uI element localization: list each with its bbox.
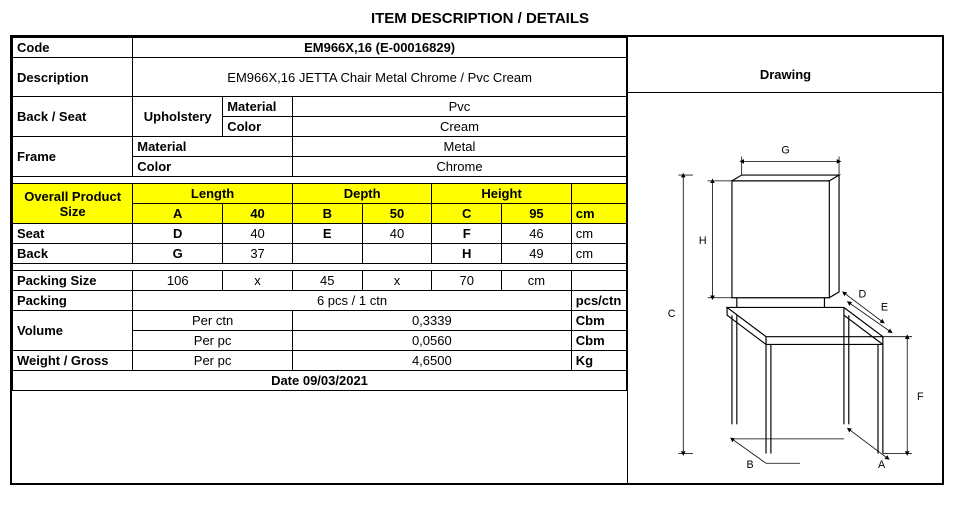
spec-table: Code EM966X,16 (E-00016829) Description …	[12, 37, 627, 391]
per-ctn-label: Per ctn	[133, 311, 293, 331]
volume-pc: 0,0560	[292, 331, 571, 351]
dim-C-val: 95	[502, 204, 572, 224]
back-G-val: 37	[223, 244, 293, 264]
back-H: H	[432, 244, 502, 264]
packing-x2: x	[362, 271, 432, 291]
dim-A-val: 40	[223, 204, 293, 224]
svg-text:H: H	[699, 235, 707, 247]
packing-size-label: Packing Size	[13, 271, 133, 291]
kg-label: Kg	[571, 351, 626, 371]
seat-unit: cm	[571, 224, 626, 244]
backseat-color: Cream	[292, 117, 626, 137]
material-label-2: Material	[133, 137, 293, 157]
color-label-2: Color	[133, 157, 293, 177]
per-pc-label-2: Per pc	[133, 351, 293, 371]
cbm-1: Cbm	[571, 311, 626, 331]
back-H-val: 49	[502, 244, 572, 264]
chair-drawing: G H C D E F A B	[628, 93, 943, 483]
packing-label: Packing	[13, 291, 133, 311]
description-value: EM966X,16 JETTA Chair Metal Chrome / Pvc…	[133, 58, 627, 97]
packing-h: 70	[432, 271, 502, 291]
code-label: Code	[13, 38, 133, 58]
spec-sheet: Code EM966X,16 (E-00016829) Description …	[10, 35, 944, 485]
seat-label: Seat	[13, 224, 133, 244]
back-G: G	[133, 244, 223, 264]
per-pc-label-1: Per pc	[133, 331, 293, 351]
packing-value: 6 pcs / 1 ctn	[133, 291, 572, 311]
seat-D-val: 40	[223, 224, 293, 244]
svg-text:B: B	[747, 459, 754, 471]
packing-l: 106	[133, 271, 223, 291]
backseat-material: Pvc	[292, 97, 626, 117]
dim-height-label: Height	[432, 184, 571, 204]
volume-ctn: 0,3339	[292, 311, 571, 331]
dim-B: B	[292, 204, 362, 224]
packing-w: 45	[292, 271, 362, 291]
description-label: Description	[13, 58, 133, 97]
seat-F: F	[432, 224, 502, 244]
svg-text:A: A	[878, 459, 886, 471]
dim-length-label: Length	[133, 184, 293, 204]
frame-material: Metal	[292, 137, 626, 157]
page-title: ITEM DESCRIPTION / DETAILS	[10, 10, 950, 27]
upholstery-label: Upholstery	[133, 97, 223, 137]
frame-color: Chrome	[292, 157, 626, 177]
seat-E-val: 40	[362, 224, 432, 244]
dim-depth-label: Depth	[292, 184, 431, 204]
frame-label: Frame	[13, 137, 133, 177]
packing-x1: x	[223, 271, 293, 291]
color-label-1: Color	[223, 117, 293, 137]
weight-label: Weight / Gross	[13, 351, 133, 371]
back-blank1	[292, 244, 362, 264]
svg-text:D: D	[859, 289, 867, 301]
seat-F-val: 46	[502, 224, 572, 244]
dim-size-label: Overall Product Size	[13, 184, 133, 224]
svg-text:G: G	[781, 145, 789, 157]
code-value: EM966X,16 (E-00016829)	[133, 38, 627, 58]
weight-value: 4,6500	[292, 351, 571, 371]
packing-unit: cm	[502, 271, 572, 291]
dim-A: A	[133, 204, 223, 224]
svg-text:E: E	[881, 301, 888, 313]
seat-E: E	[292, 224, 362, 244]
svg-text:F: F	[917, 391, 924, 403]
backseat-label: Back / Seat	[13, 97, 133, 137]
drawing-label: Drawing	[628, 37, 943, 93]
volume-label: Volume	[13, 311, 133, 351]
date-label: Date 09/03/2021	[13, 371, 627, 391]
back-label: Back	[13, 244, 133, 264]
cbm-2: Cbm	[571, 331, 626, 351]
dim-unit-1: cm	[571, 204, 626, 224]
back-unit: cm	[571, 244, 626, 264]
back-blank2	[362, 244, 432, 264]
svg-text:C: C	[668, 308, 676, 320]
material-label-1: Material	[223, 97, 293, 117]
dim-B-val: 50	[362, 204, 432, 224]
dim-C: C	[432, 204, 502, 224]
seat-D: D	[133, 224, 223, 244]
packing-pcunit: pcs/ctn	[571, 291, 626, 311]
